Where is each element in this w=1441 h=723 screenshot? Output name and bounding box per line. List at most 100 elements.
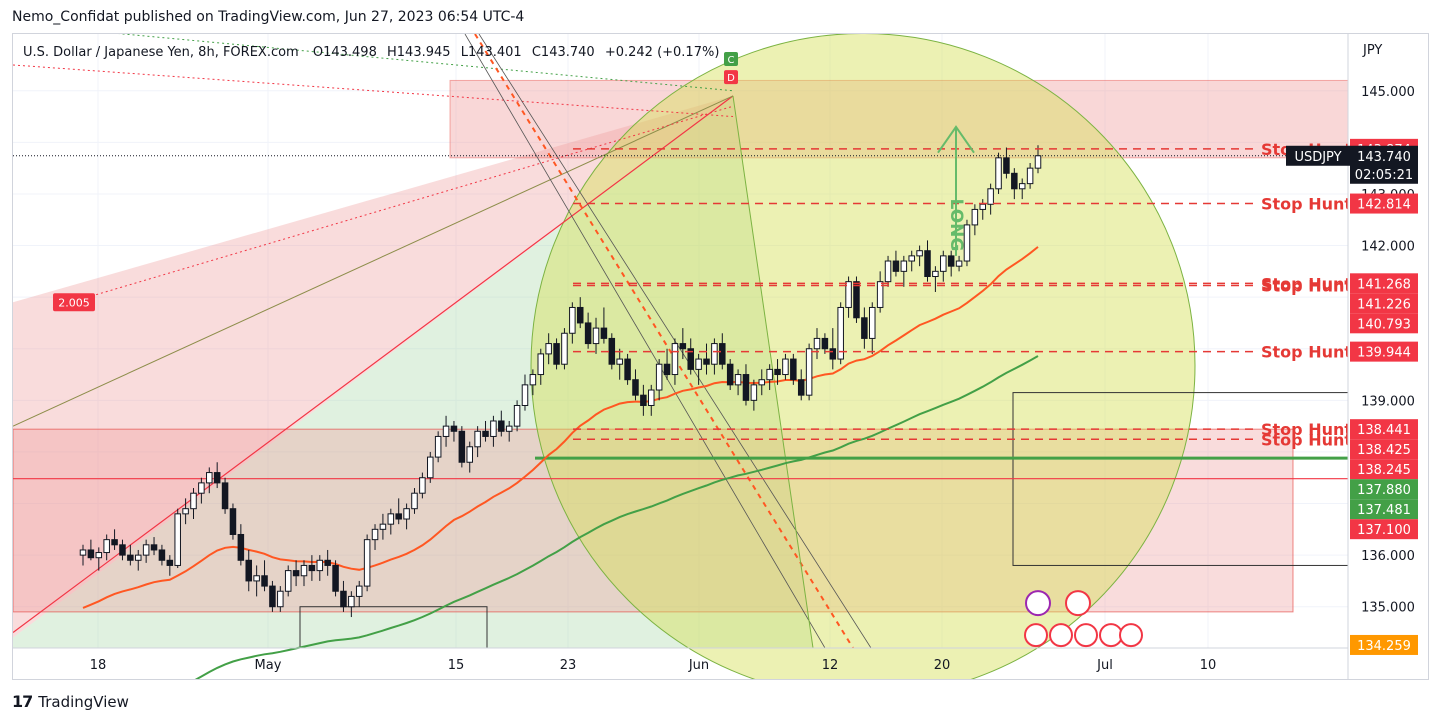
candle-body <box>758 379 766 386</box>
price-label-text: 141.226 <box>1357 297 1411 312</box>
price-label <box>1350 519 1418 540</box>
candle-body <box>1018 183 1026 190</box>
candle-body <box>127 554 134 561</box>
countdown-text: 02:05:21 <box>1355 168 1413 183</box>
us-flag-icon[interactable] <box>1099 623 1123 648</box>
candle-body <box>1003 157 1010 174</box>
candle-body <box>403 508 410 520</box>
candle-body <box>774 368 781 376</box>
candle-body <box>340 590 347 608</box>
grid-lines <box>13 34 1348 648</box>
last-price-label <box>1350 145 1418 184</box>
candle-body <box>174 513 181 566</box>
candle-body <box>995 157 1002 190</box>
candle-body <box>734 374 742 386</box>
green-triangle-zone <box>13 95 813 649</box>
legend-close-label: C <box>532 45 541 60</box>
event-bolt-icon[interactable] <box>1025 590 1051 617</box>
pink-triangle-zone <box>13 95 733 638</box>
candle-body <box>111 539 118 546</box>
candle-body <box>332 564 339 592</box>
price-label <box>1350 193 1418 214</box>
candle-body <box>450 425 458 432</box>
candle-body <box>829 348 837 360</box>
price-label <box>1350 479 1418 500</box>
chart-background <box>13 34 1348 679</box>
candle-body <box>940 255 947 272</box>
us-flag-icon[interactable] <box>1024 623 1048 648</box>
time-axis[interactable]: 18 May 15 23 Jun 12 20 Jul 10 <box>13 647 1348 673</box>
candle-body <box>963 224 971 262</box>
candle-body <box>466 446 473 463</box>
x-tick-label: Jun <box>688 658 709 673</box>
candle-body <box>719 343 726 365</box>
y-tick-label: 142.000 <box>1361 240 1415 255</box>
candle-body <box>805 348 813 396</box>
candle-body <box>245 559 253 582</box>
candle-body <box>576 306 584 324</box>
price-label <box>1350 634 1418 655</box>
price-label <box>1350 419 1418 440</box>
candle-body <box>363 539 371 587</box>
y-tick-label: 145.000 <box>1361 85 1415 100</box>
price-label-text: 138.425 <box>1357 443 1411 458</box>
us-flag-icon[interactable] <box>1119 623 1143 648</box>
candle-body <box>695 358 702 370</box>
y-tick-label: 135.000 <box>1361 601 1415 616</box>
red-trend-line <box>13 95 734 634</box>
dashed-orange-line <box>474 34 854 649</box>
candle-body <box>655 363 663 391</box>
us-flag-icon[interactable] <box>1074 623 1098 648</box>
legend-high-label: H <box>387 45 397 60</box>
candle-body <box>474 430 481 448</box>
candle-body <box>261 575 268 587</box>
candle-body <box>592 327 600 345</box>
candle-body <box>608 337 616 365</box>
candle-body <box>892 260 900 272</box>
candle-body <box>876 281 884 308</box>
dotted-red-line <box>13 64 734 118</box>
event-dot-icon[interactable] <box>1065 590 1091 617</box>
candle-body <box>355 585 363 597</box>
candle-body <box>845 281 852 308</box>
price-label <box>1350 439 1418 460</box>
candle-body <box>624 358 631 381</box>
candle-body <box>229 508 237 535</box>
demand-zone <box>13 428 1294 613</box>
supply-zone <box>449 79 1349 159</box>
candle-body <box>797 379 805 396</box>
candle-body <box>213 472 221 484</box>
candle-body <box>316 559 324 572</box>
candle-body <box>490 420 497 437</box>
x-tick-label: 15 <box>448 658 465 673</box>
x-tick-label: 12 <box>822 658 839 673</box>
candle-body <box>419 477 426 494</box>
candle-body <box>932 270 939 278</box>
candle-body <box>513 404 521 427</box>
long-label: LONG <box>946 198 966 251</box>
candle-body <box>782 358 789 376</box>
candle-body <box>868 306 876 339</box>
candle-body <box>1011 172 1018 190</box>
candle-body <box>434 435 442 458</box>
candle-body <box>853 281 860 319</box>
candle-body <box>308 564 316 572</box>
candle-body <box>632 379 639 396</box>
candle-body <box>498 420 505 432</box>
us-flag-icon[interactable] <box>1049 623 1073 648</box>
price-axis[interactable]: JPY 145.000143.000142.000139.000136.0001… <box>1286 34 1429 680</box>
candle-body <box>750 384 758 401</box>
candle-body <box>442 425 450 437</box>
legend-high: 143.945 <box>397 45 451 60</box>
candle-body <box>813 337 821 350</box>
marker-c-text: C <box>728 55 735 66</box>
price-label <box>1350 459 1418 480</box>
candle-body <box>545 343 552 355</box>
candle-body <box>916 250 923 257</box>
candle-body <box>742 374 750 401</box>
candle-body <box>1034 155 1042 169</box>
candle-body <box>324 559 331 566</box>
